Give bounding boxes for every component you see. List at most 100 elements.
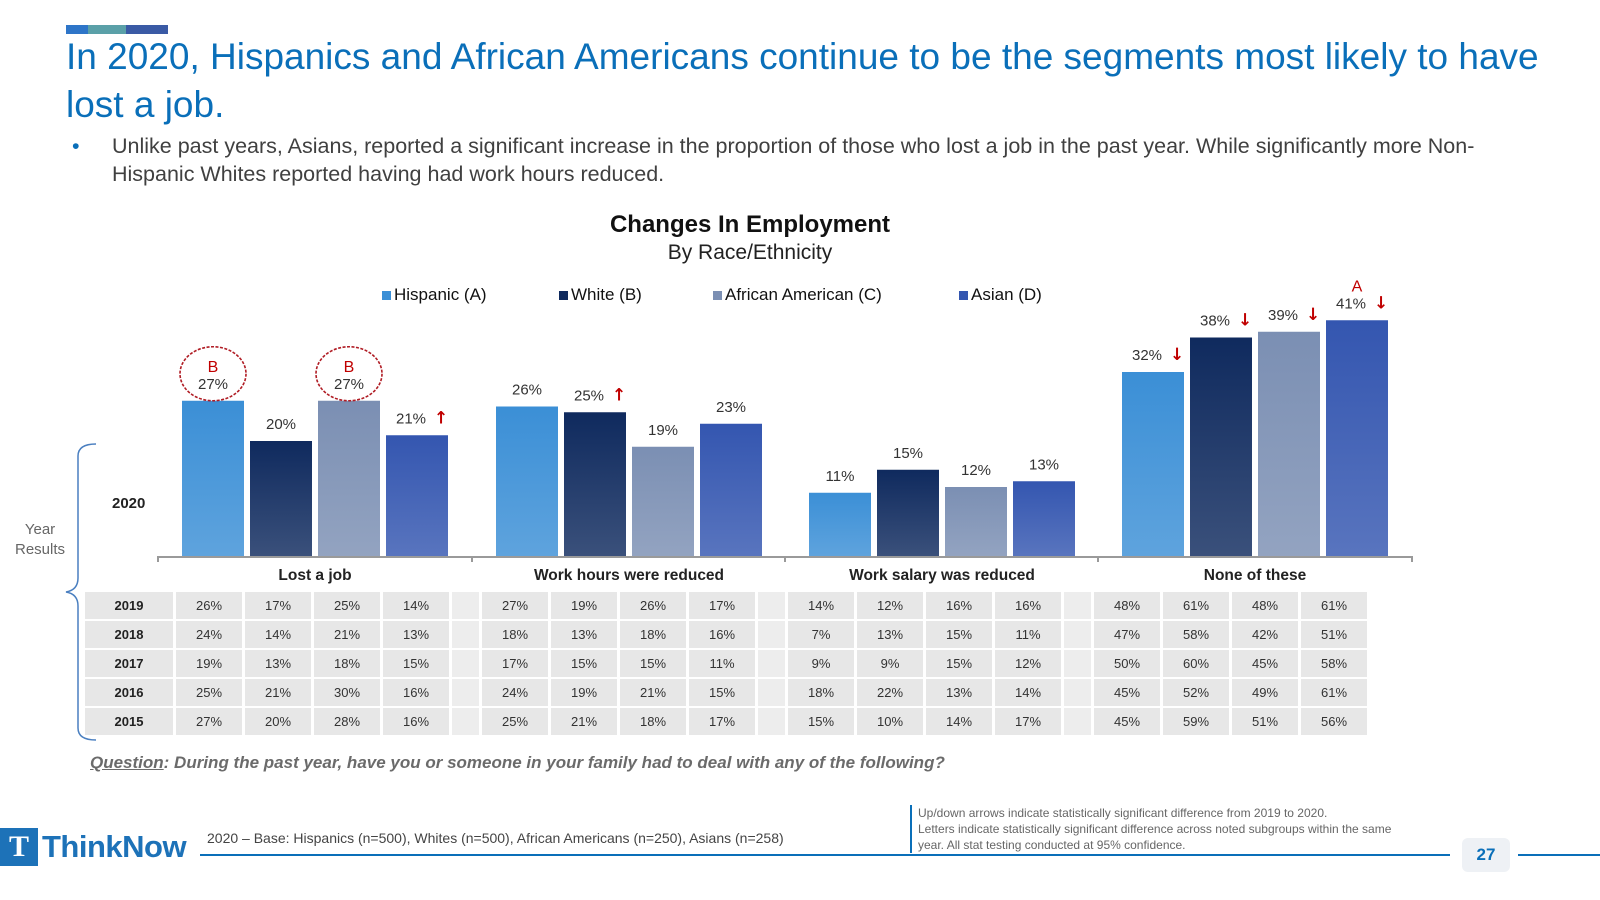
data-label: 32% [1132, 347, 1162, 364]
significance-circle [315, 345, 383, 402]
data-label: 21% [396, 410, 426, 427]
data-label: 12% [961, 462, 991, 479]
table-cell: 16% [926, 592, 992, 619]
legend-item-white: White (B) [559, 285, 642, 305]
significance-letter: A [1352, 278, 1363, 295]
row-year-label: 2015 [85, 708, 173, 735]
table-cell: 61% [1301, 679, 1367, 706]
table-cell: 18% [788, 679, 854, 706]
bar-white-b [564, 412, 626, 556]
table-cell: 18% [314, 650, 380, 677]
accent-segment [88, 25, 126, 34]
bar-asian-d [1326, 320, 1388, 556]
bar-white-b [1190, 337, 1252, 556]
down-arrow-icon: ↓ [1238, 311, 1252, 331]
legend-item-hispanic: Hispanic (A) [382, 285, 487, 305]
table-cell: 27% [176, 708, 242, 735]
table-cell: 50% [1094, 650, 1160, 677]
accent-segment [66, 25, 88, 34]
table-cell: 56% [1301, 708, 1367, 735]
table-cell: 27% [482, 592, 548, 619]
title-accent-bar [66, 25, 168, 34]
table-cell: 49% [1232, 679, 1298, 706]
current-year-label: 2020 [112, 495, 146, 512]
table-cell: 14% [383, 592, 449, 619]
table-cell: 24% [176, 621, 242, 648]
bar-white-b [250, 441, 312, 556]
year-results-line: Year [24, 521, 56, 538]
table-cell: 18% [620, 708, 686, 735]
significance-circle [179, 345, 247, 402]
table-row: 2018 24% 14% 21% 13% 18% 13% 18% 16% 7% 13% 15% 11% 4… [85, 621, 1370, 648]
bar-african-american-c [318, 400, 380, 556]
table-cell: 61% [1301, 592, 1367, 619]
table-cell: 42% [1232, 621, 1298, 648]
table-cell: 17% [482, 650, 548, 677]
table-cell: 45% [1232, 650, 1298, 677]
stat-testing-note: Up/down arrows indicate statistically si… [910, 805, 1458, 853]
table-cell: 13% [926, 679, 992, 706]
table-cell: 17% [689, 708, 755, 735]
down-arrow-icon: ↓ [1306, 305, 1320, 325]
bar-asian-d [386, 435, 448, 556]
table-cell: 21% [620, 679, 686, 706]
bar-african-american-c [1258, 331, 1320, 556]
category-label: Work hours were reduced [533, 567, 725, 584]
table-cell: 25% [176, 679, 242, 706]
historical-data-table: 2019 26% 17% 25% 14% 27% 19% 26% 17% 14% 12% 16% 16%… [85, 592, 1370, 737]
table-cell: 14% [245, 621, 311, 648]
table-cell: 59% [1163, 708, 1229, 735]
category-label: Lost a job [278, 567, 352, 584]
table-cell: 14% [788, 592, 854, 619]
bar-hispanic-a [182, 400, 244, 556]
bar-hispanic-a [1122, 372, 1184, 556]
data-label: 27% [198, 376, 228, 393]
table-cell: 17% [995, 708, 1061, 735]
up-arrow-icon: ↑ [434, 408, 448, 428]
category-label: Work salary was reduced [849, 567, 1035, 584]
table-cell: 15% [788, 708, 854, 735]
bar-white-b [877, 469, 939, 556]
table-cell: 11% [995, 621, 1061, 648]
table-cell: 16% [689, 621, 755, 648]
group-spacer [1064, 592, 1091, 619]
legend-label: African American (C) [725, 285, 882, 304]
data-label: 25% [574, 387, 604, 404]
legend-label: Asian (D) [971, 285, 1042, 304]
legend-swatch [559, 290, 568, 300]
table-cell: 12% [857, 592, 923, 619]
group-spacer [758, 592, 785, 619]
table-cell: 14% [995, 679, 1061, 706]
table-cell: 26% [620, 592, 686, 619]
footer-divider [1518, 854, 1600, 856]
bullet-dot: • [72, 134, 80, 158]
significance-letter: B [344, 359, 355, 376]
category-label: None of these [1203, 567, 1307, 584]
group-spacer [452, 592, 479, 619]
legend-label: White (B) [571, 285, 642, 304]
legend-swatch [713, 290, 722, 300]
data-label: 19% [648, 422, 678, 439]
group-spacer [1064, 708, 1091, 735]
bar-asian-d [1013, 481, 1075, 556]
table-cell: 28% [314, 708, 380, 735]
up-arrow-icon: ↑ [612, 385, 626, 405]
table-cell: 17% [689, 592, 755, 619]
bar-asian-d [700, 423, 762, 556]
table-cell: 10% [857, 708, 923, 735]
table-cell: 15% [926, 621, 992, 648]
survey-question: Question: During the past year, have you… [90, 753, 945, 773]
table-cell: 17% [245, 592, 311, 619]
table-cell: 11% [689, 650, 755, 677]
table-cell: 16% [383, 708, 449, 735]
table-cell: 13% [245, 650, 311, 677]
table-cell: 48% [1232, 592, 1298, 619]
group-spacer [452, 650, 479, 677]
table-cell: 15% [620, 650, 686, 677]
data-label: 38% [1200, 313, 1230, 330]
data-label: 27% [334, 376, 364, 393]
table-cell: 47% [1094, 621, 1160, 648]
data-label: 41% [1336, 295, 1366, 312]
down-arrow-icon: ↓ [1374, 293, 1388, 313]
table-cell: 45% [1094, 708, 1160, 735]
